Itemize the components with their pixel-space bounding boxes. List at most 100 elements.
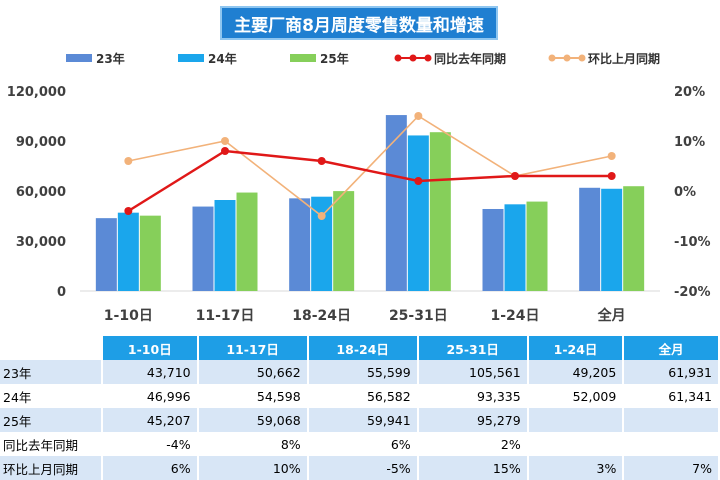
legend-swatch xyxy=(66,54,92,62)
legend-marker xyxy=(409,54,417,62)
legend-label: 23年 xyxy=(96,51,125,66)
line-point xyxy=(607,152,616,160)
legend-label: 同比去年同期 xyxy=(434,51,506,66)
line-point xyxy=(414,112,423,120)
bar xyxy=(95,218,117,291)
data-table: 1-10日 11-17日 18-24日 25-31日 1-24日 全月 23年 … xyxy=(0,336,720,480)
table-cell xyxy=(623,408,720,432)
x-axis-tick-label: 全月 xyxy=(597,307,626,324)
legend-label: 环比上月同期 xyxy=(588,51,660,66)
line-point xyxy=(317,157,326,165)
table-cell: 43,710 xyxy=(102,360,199,384)
table-cell: 56,582 xyxy=(307,384,419,408)
bar xyxy=(526,201,548,291)
bar xyxy=(601,188,623,291)
table-cell: 15% xyxy=(417,456,529,480)
bar xyxy=(504,204,526,291)
bar xyxy=(333,191,355,291)
series-line xyxy=(127,149,612,213)
line-point xyxy=(221,137,229,145)
left-axis-tick-label: 60,000 xyxy=(16,185,66,200)
table-cell: 55,599 xyxy=(307,360,419,384)
table-header-cell: 11-17日 xyxy=(197,336,309,360)
table-row: 23年 43,710 50,662 55,599 105,561 49,205 … xyxy=(0,360,720,384)
table-cell: 59,068 xyxy=(197,408,309,432)
row-label: 同比去年同期 xyxy=(0,432,103,456)
bar xyxy=(139,215,161,291)
bar xyxy=(429,132,451,291)
line-point xyxy=(124,157,133,165)
bar xyxy=(117,212,139,291)
table-row: 24年 46,996 54,598 56,582 93,335 52,009 6… xyxy=(0,384,720,408)
table-cell: 45,207 xyxy=(102,408,199,432)
table-corner xyxy=(0,336,103,360)
table-cell: 7% xyxy=(623,456,720,480)
bar xyxy=(482,208,504,291)
x-axis-tick-label: 1-24日 xyxy=(490,308,539,324)
table-cell: 46,996 xyxy=(102,384,199,408)
bar xyxy=(385,115,407,291)
right-axis-tick-label: -10% xyxy=(674,235,711,250)
x-axis-tick-label: 18-24日 xyxy=(292,308,351,324)
right-axis-tick-label: 20% xyxy=(674,85,705,100)
legend-label: 24年 xyxy=(208,51,237,66)
row-label: 24年 xyxy=(0,384,103,408)
line-point xyxy=(511,172,519,180)
table-cell: 49,205 xyxy=(527,360,625,384)
bar xyxy=(289,198,311,291)
bar xyxy=(236,192,258,291)
legend-swatch xyxy=(290,54,316,62)
left-axis-tick-label: 30,000 xyxy=(16,235,66,250)
table-header-cell: 25-31日 xyxy=(417,336,529,360)
legend-swatch xyxy=(178,54,204,62)
table-row: 同比去年同期 -4% 8% 6% 2% xyxy=(0,432,720,456)
table-cell: 50,662 xyxy=(197,360,309,384)
legend-marker xyxy=(563,54,571,62)
legend-marker xyxy=(394,54,402,62)
legend-label: 25年 xyxy=(320,51,349,66)
table-cell: -4% xyxy=(102,432,199,456)
table-cell: 95,279 xyxy=(417,408,529,432)
table-cell xyxy=(527,408,625,432)
combo-chart: 0 30,000 60,000 90,000 120,000 -20% -10% 0% 10% 2… xyxy=(7,51,711,324)
table-header-cell: 1-10日 xyxy=(102,336,199,360)
legend-marker xyxy=(424,54,432,62)
row-label: 环比上月同期 xyxy=(0,456,103,480)
row-label: 23年 xyxy=(0,360,103,384)
table-header-cell: 1-24日 xyxy=(527,336,625,360)
x-axis-tick-label: 11-17日 xyxy=(196,308,255,324)
table-cell: 8% xyxy=(197,432,309,456)
table-header-cell: 全月 xyxy=(623,336,720,360)
table-cell: 93,335 xyxy=(417,384,529,408)
table-cell: 6% xyxy=(307,432,419,456)
right-axis-tick-label: 0% xyxy=(674,185,696,200)
table-cell: 10% xyxy=(197,456,309,480)
table-row: 25年 45,207 59,068 59,941 95,279 xyxy=(0,408,720,432)
right-axis-tick-label: 10% xyxy=(674,135,705,150)
table-cell xyxy=(527,432,625,456)
table-cell: 54,598 xyxy=(197,384,309,408)
legend-marker xyxy=(578,54,586,62)
bar xyxy=(623,186,645,291)
table-cell: 6% xyxy=(102,456,199,480)
line-point xyxy=(221,147,229,155)
table-cell xyxy=(623,432,720,456)
left-axis-tick-label: 0 xyxy=(57,285,66,300)
legend-marker xyxy=(548,54,556,62)
table-cell: 52,009 xyxy=(527,384,625,408)
bar xyxy=(192,206,214,291)
table-cell: 59,941 xyxy=(307,408,419,432)
table-header-cell: 18-24日 xyxy=(307,336,419,360)
bar xyxy=(311,196,333,291)
table-header-row: 1-10日 11-17日 18-24日 25-31日 1-24日 全月 xyxy=(0,336,720,360)
series-line xyxy=(128,114,612,218)
x-axis-tick-label: 1-10日 xyxy=(104,308,153,324)
right-axis-tick-label: -20% xyxy=(674,285,711,300)
left-axis-tick-label: 90,000 xyxy=(16,135,66,150)
table-cell: 3% xyxy=(527,456,625,480)
x-axis-tick-label: 25-31日 xyxy=(389,308,448,324)
line-point xyxy=(317,212,326,220)
left-axis-tick-label: 120,000 xyxy=(7,85,66,100)
line-point xyxy=(607,172,616,180)
line-point xyxy=(124,207,133,215)
